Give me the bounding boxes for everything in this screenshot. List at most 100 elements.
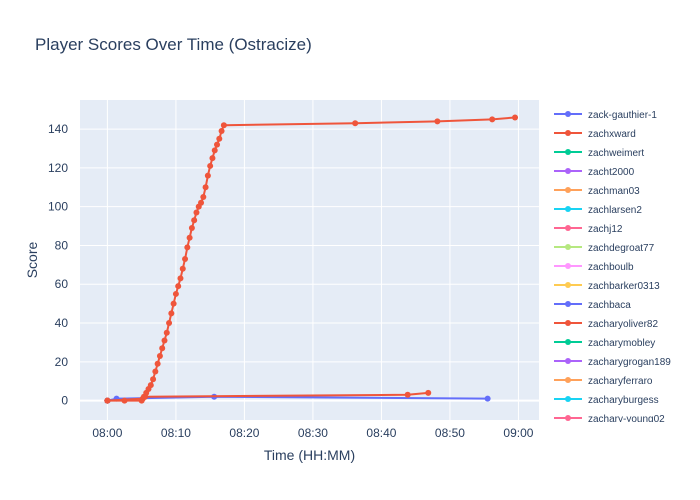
data-point-zachxward	[170, 300, 177, 307]
legend-item-zacharyoliver82[interactable]: zacharyoliver82	[554, 319, 658, 330]
data-point-zachxward	[207, 162, 214, 169]
y-tick-label: 140	[48, 122, 68, 136]
legend-marker	[565, 396, 571, 402]
data-point-zachxward	[489, 116, 496, 123]
y-axis-label: Score	[24, 242, 40, 279]
x-tick-label: 08:50	[435, 426, 465, 440]
data-point-zachxward	[172, 290, 179, 297]
data-point-zachxward	[166, 320, 173, 327]
data-point-zachxward	[161, 337, 168, 344]
series-zachxward	[104, 114, 519, 404]
data-point-zachxward	[434, 118, 441, 125]
legend-item-zacht2000[interactable]: zacht2000	[554, 167, 635, 178]
legend-item-zachxward[interactable]: zachxward	[554, 129, 636, 140]
legend-item-zacharygrogan189[interactable]: zacharygrogan189	[554, 357, 671, 368]
legend[interactable]: zack-gauthier-1 zachxward zachweimert zacht…	[554, 110, 671, 425]
legend-label: zacharymobley	[588, 338, 655, 349]
y-tick-label: 100	[48, 200, 68, 214]
legend-item-zachdegroat77[interactable]: zachdegroat77	[554, 243, 655, 254]
legend-label: zachbaca	[588, 300, 631, 311]
legend-marker	[565, 339, 571, 345]
data-point-zachxward	[168, 310, 175, 317]
legend-item-zachary-young02[interactable]: zachary-young02	[554, 414, 665, 425]
legend-marker	[565, 149, 571, 155]
data-point-zachxward	[163, 329, 170, 336]
legend-label: zack-gauthier-1	[588, 110, 657, 121]
data-point-zachxward	[159, 345, 166, 352]
y-tick-label: 0	[61, 394, 68, 408]
data-point-zachxward	[214, 141, 221, 148]
legend-marker	[565, 111, 571, 117]
data-point-zachxward	[182, 256, 189, 263]
data-point-zachxward	[193, 209, 200, 216]
legend-marker	[565, 168, 571, 174]
legend-label: zachary-young02	[588, 414, 665, 425]
legend-marker	[565, 187, 571, 193]
legend-label: zachj12	[588, 224, 623, 235]
x-tick-label: 08:20	[229, 426, 259, 440]
x-tick-label: 08:00	[92, 426, 122, 440]
legend-item-zachweimert[interactable]: zachweimert	[554, 148, 644, 159]
data-point-zachxward	[104, 397, 111, 404]
data-point-zachxward	[198, 199, 205, 206]
legend-item-zachboulb[interactable]: zachboulb	[554, 262, 634, 273]
data-point-zachxward	[512, 114, 519, 121]
data-point-zachxward	[191, 217, 198, 224]
x-axis-label: Time (HH:MM)	[264, 447, 355, 463]
legend-label: zachdegroat77	[588, 243, 655, 254]
y-tick-label: 20	[55, 355, 69, 369]
legend-label: zachman03	[588, 186, 640, 197]
legend-marker	[565, 377, 571, 383]
legend-marker	[565, 130, 571, 136]
legend-item-zacharyferraro[interactable]: zacharyferraro	[554, 376, 653, 387]
legend-label: zacharygrogan189	[588, 357, 671, 368]
data-point-zachxward	[156, 353, 163, 359]
y-tick-label: 120	[48, 161, 68, 175]
data-point-zachxward	[209, 155, 216, 162]
data-point-zachxward	[179, 265, 186, 272]
legend-label: zachboulb	[588, 262, 634, 273]
legend-item-zack-gauthier-1[interactable]: zack-gauthier-1	[554, 110, 657, 121]
data-point-zachxward	[216, 135, 223, 142]
chart-title: Player Scores Over Time (Ostracize)	[35, 35, 312, 54]
legend-marker	[565, 206, 571, 212]
data-point-zachxward	[184, 244, 191, 251]
legend-label: zacht2000	[588, 167, 635, 178]
data-point-zachxward	[150, 376, 157, 383]
y-tick-label: 80	[55, 238, 69, 252]
data-point-zachxward	[154, 360, 161, 367]
legend-item-zacharymobley[interactable]: zacharymobley	[554, 338, 655, 349]
data-point-zachxward	[352, 120, 359, 127]
data-point-zacharyoliver82	[425, 389, 432, 396]
data-point-zachxward	[200, 193, 207, 200]
legend-label: zacharyferraro	[588, 376, 653, 387]
data-point-zachxward	[175, 283, 182, 290]
legend-item-zachj12[interactable]: zachj12	[554, 224, 623, 235]
x-tick-label: 08:30	[298, 426, 328, 440]
legend-item-zachlarsen2[interactable]: zachlarsen2	[554, 205, 642, 216]
data-point-zachxward	[186, 234, 193, 241]
x-tick-label: 08:10	[161, 426, 191, 440]
legend-label: zachbarker0313	[588, 281, 660, 292]
x-axis-ticks: 08:00 08:10 08:20 08:30 08:40 08:50 09:00	[92, 426, 533, 440]
data-point-zachxward	[147, 382, 154, 389]
legend-label: zacharyburgess	[588, 395, 659, 406]
legend-marker	[565, 358, 571, 364]
x-tick-label: 09:00	[503, 426, 533, 440]
legend-item-zacharyburgess[interactable]: zacharyburgess	[554, 395, 659, 406]
legend-label: zachxward	[588, 129, 636, 140]
data-point-zachxward	[177, 275, 184, 282]
data-point-zachxward	[152, 368, 159, 375]
x-tick-label: 08:40	[366, 426, 396, 440]
legend-marker	[565, 320, 571, 326]
data-point-zachxward	[218, 128, 225, 135]
legend-item-zachman03[interactable]: zachman03	[554, 186, 640, 197]
grid	[80, 100, 539, 420]
data-point-zachxward	[211, 147, 218, 154]
y-axis-ticks: 0 20 40 60 80 100 120 140	[48, 122, 68, 408]
legend-item-zachbarker0313[interactable]: zachbarker0313	[554, 281, 660, 292]
legend-marker	[565, 244, 571, 250]
legend-item-zachbaca[interactable]: zachbaca	[554, 300, 631, 311]
series-layer	[104, 114, 519, 404]
